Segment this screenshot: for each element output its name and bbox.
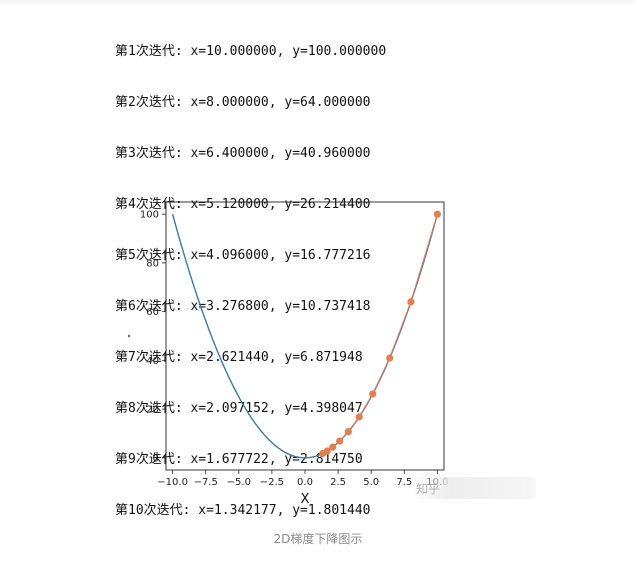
- top-shadow-bar: [0, 0, 636, 6]
- watermark-text: 知乎: [416, 482, 441, 496]
- x-tick-label: 7.5: [396, 477, 412, 488]
- y-tick-label: 80: [146, 258, 159, 269]
- log-line: 第10次迭代: x=1.342177, y=1.801440: [115, 503, 371, 518]
- descent-point: [386, 354, 394, 362]
- y-tick-label: 0: [153, 453, 159, 464]
- descent-point: [344, 428, 352, 436]
- descent-point: [329, 443, 337, 451]
- x-tick-label: −10.0: [157, 477, 188, 488]
- descent-point: [355, 413, 363, 421]
- y-axis-ticks: 0 20 40 60 80 100: [140, 210, 166, 464]
- log-line: 第3次迭代: x=6.400000, y=40.960000: [115, 146, 371, 161]
- descent-point: [369, 390, 377, 398]
- x-axis-ticks: −10.0−7.5−5.0−2.50.02.55.07.510.0: [157, 470, 449, 488]
- descent-point: [336, 437, 344, 445]
- iteration-log: 第1次迭代: x=10.000000, y=100.000000 第2次迭代: …: [115, 9, 386, 536]
- descent-path-line: [322, 213, 439, 455]
- figure-caption: 2D梯度下降图示: [273, 532, 363, 546]
- x-tick-label: −2.5: [260, 477, 284, 488]
- x-tick-label: −7.5: [194, 477, 218, 488]
- y-axis-label: Y: [128, 332, 134, 341]
- descent-points: [319, 210, 441, 458]
- x-tick-label: 2.5: [330, 477, 346, 488]
- y-tick-label: 60: [146, 307, 159, 318]
- gradient-descent-chart: −10.0−7.5−5.0−2.50.02.55.07.510.0 020406…: [128, 201, 449, 507]
- plot-frame: [165, 201, 445, 471]
- descent-point: [319, 449, 327, 458]
- descent-point: [407, 298, 415, 306]
- y-tick-label: 20: [146, 405, 159, 416]
- log-line: 第1次迭代: x=10.000000, y=100.000000: [115, 44, 387, 59]
- y-tick-label: 40: [146, 356, 159, 367]
- log-line: 第2次迭代: x=8.000000, y=64.000000: [115, 95, 371, 110]
- x-tick-label: −5.0: [227, 477, 251, 488]
- x-tick-label: 5.0: [363, 477, 379, 488]
- descent-point: [433, 210, 441, 218]
- y-tick-label: 100: [140, 210, 159, 221]
- watermark-bar: [412, 477, 536, 499]
- x-axis-label: X: [301, 492, 310, 507]
- x-tick-label: 0.0: [297, 477, 313, 488]
